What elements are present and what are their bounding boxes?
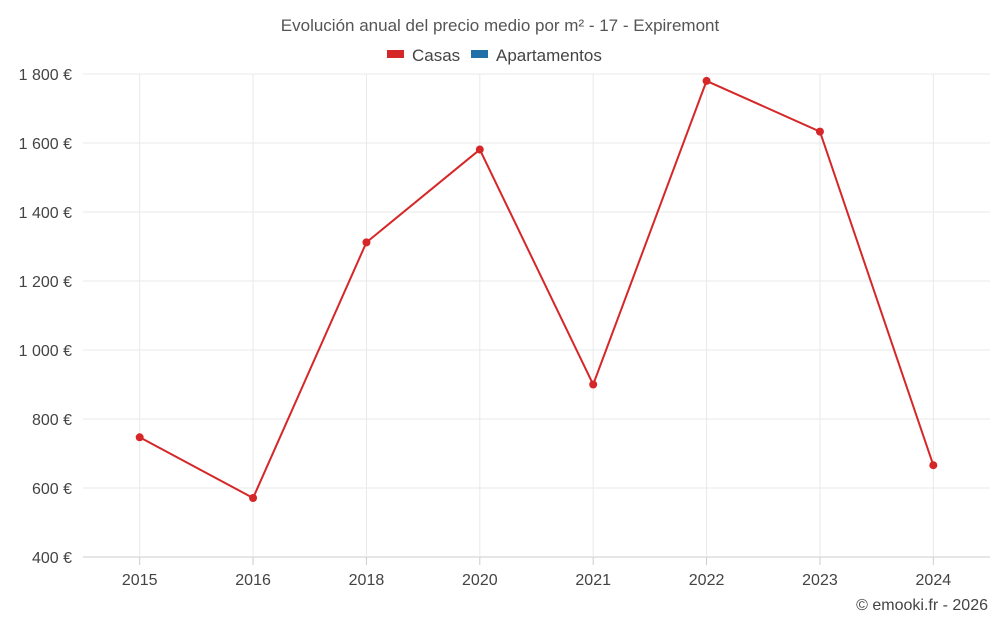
legend-label-casas: Casas bbox=[412, 46, 460, 65]
legend-item-casas[interactable]: Casas bbox=[387, 46, 460, 65]
y-tick-label: 600 € bbox=[32, 481, 72, 498]
x-axis: 2015 2016 2018 2020 2021 2022 2023 2024 bbox=[122, 557, 951, 589]
data-point[interactable] bbox=[475, 145, 484, 154]
y-tick-label: 1 400 € bbox=[19, 205, 72, 222]
x-tick-label: 2024 bbox=[916, 572, 952, 589]
data-point[interactable] bbox=[135, 433, 144, 442]
x-tick-label: 2015 bbox=[122, 572, 158, 589]
chart-title: Evolución anual del precio medio por m² … bbox=[281, 16, 720, 35]
data-point[interactable] bbox=[249, 494, 258, 503]
data-point[interactable] bbox=[702, 76, 711, 85]
credit-text: © emooki.fr - 2026 bbox=[856, 597, 988, 614]
y-tick-label: 1 200 € bbox=[19, 274, 72, 291]
y-tick-label: 800 € bbox=[32, 412, 72, 429]
data-point[interactable] bbox=[589, 380, 598, 389]
legend-label-apartamentos: Apartamentos bbox=[496, 46, 602, 65]
data-point[interactable] bbox=[815, 127, 824, 136]
y-tick-label: 1 000 € bbox=[19, 343, 72, 360]
y-axis: 400 € 600 € 800 € 1 000 € 1 200 € 1 400 € 1 60… bbox=[19, 67, 72, 567]
y-tick-label: 1 600 € bbox=[19, 136, 72, 153]
grid bbox=[83, 73, 990, 558]
data-point[interactable] bbox=[929, 461, 938, 470]
x-tick-label: 2023 bbox=[802, 572, 838, 589]
series-line-casas bbox=[139, 79, 935, 500]
series-casas bbox=[135, 76, 938, 503]
y-tick-label: 400 € bbox=[32, 550, 72, 567]
x-tick-label: 2016 bbox=[235, 572, 271, 589]
x-tick-label: 2021 bbox=[575, 572, 611, 589]
y-tick-label: 1 800 € bbox=[19, 67, 72, 84]
legend-item-apartamentos[interactable]: Apartamentos bbox=[471, 46, 602, 65]
legend: Casas Apartamentos bbox=[387, 46, 602, 65]
legend-swatch-casas bbox=[387, 50, 404, 58]
data-point[interactable] bbox=[362, 238, 371, 247]
x-tick-label: 2018 bbox=[349, 572, 385, 589]
x-tick-label: 2020 bbox=[462, 572, 498, 589]
legend-swatch-apartamentos bbox=[471, 50, 488, 58]
x-tick-label: 2022 bbox=[689, 572, 725, 589]
